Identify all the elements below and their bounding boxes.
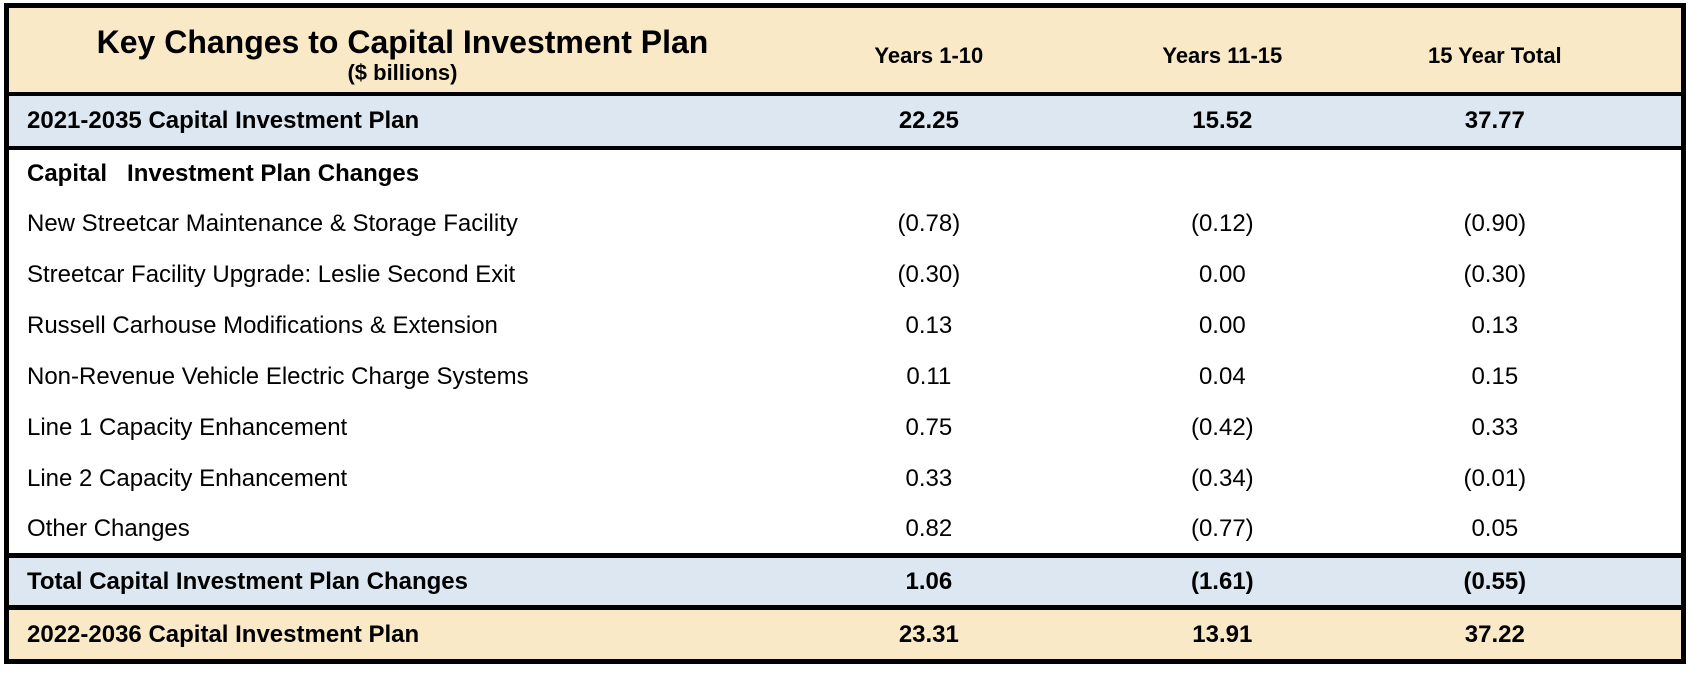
value-years-11-15 xyxy=(1080,148,1365,199)
table-subtitle: ($ billions) xyxy=(347,60,458,86)
row-label: 2022-2036 Capital Investment Plan xyxy=(27,620,420,648)
table-header-row: Key Changes to Capital Investment Plan (… xyxy=(6,5,1684,94)
value-years-11-15: (0.12) xyxy=(1190,210,1254,237)
row-line-2-capacity: Line 2 Capacity Enhancement 0.33 (0.34) … xyxy=(6,453,1684,505)
value-15-year-total: 37.22 xyxy=(1464,620,1525,648)
row-new-streetcar-facility: New Streetcar Maintenance & Storage Faci… xyxy=(6,198,1684,250)
value-years-1-10 xyxy=(778,148,1080,199)
filler-cell xyxy=(1625,608,1684,662)
value-15-year-total: (0.90) xyxy=(1463,210,1527,237)
row-label: Non-Revenue Vehicle Electric Charge Syst… xyxy=(27,363,529,390)
value-years-11-15: 0.00 xyxy=(1198,261,1246,288)
filler-cell xyxy=(1625,301,1684,352)
row-label: Capital Investment Plan Changes xyxy=(27,160,420,187)
value-15-year-total: 0.05 xyxy=(1471,514,1519,542)
column-header-years-1-10: Years 1-10 xyxy=(874,43,984,69)
row-label: Russell Carhouse Modifications & Extensi… xyxy=(27,312,498,339)
value-15-year-total: 0.33 xyxy=(1471,414,1519,441)
filler-cell xyxy=(1625,94,1684,148)
value-15-year-total: (0.30) xyxy=(1463,261,1527,288)
value-years-1-10: 23.31 xyxy=(898,620,959,648)
value-years-1-10: 0.33 xyxy=(905,465,953,492)
capital-investment-plan-table: Key Changes to Capital Investment Plan (… xyxy=(4,3,1686,664)
row-2021-2035-plan: 2021-2035 Capital Investment Plan 22.25 … xyxy=(6,93,1684,148)
value-years-1-10: 22.25 xyxy=(898,106,959,134)
column-header-years-11-15: Years 11-15 xyxy=(1162,43,1283,69)
value-years-11-15: 15.52 xyxy=(1192,106,1253,134)
filler-cell xyxy=(1625,352,1684,403)
filler-cell xyxy=(1625,556,1684,608)
column-header-15-year-total: 15 Year Total xyxy=(1427,43,1562,69)
value-15-year-total: 37.77 xyxy=(1464,106,1525,134)
header-filler-cell xyxy=(1625,6,1684,94)
value-15-year-total: 0.13 xyxy=(1471,312,1519,339)
value-years-1-10: 0.11 xyxy=(906,363,952,390)
value-years-11-15: (0.42) xyxy=(1190,414,1254,441)
value-years-11-15: (0.34) xyxy=(1190,465,1254,492)
filler-cell xyxy=(1625,505,1684,556)
value-years-1-10: 0.13 xyxy=(905,312,953,339)
value-years-11-15: 13.91 xyxy=(1192,620,1253,648)
value-years-11-15: (1.61) xyxy=(1190,567,1254,595)
value-15-year-total: (0.55) xyxy=(1463,567,1527,595)
value-15-year-total: (0.01) xyxy=(1463,465,1527,492)
filler-cell xyxy=(1625,454,1684,505)
filler-cell xyxy=(1625,148,1684,199)
value-years-1-10: 1.06 xyxy=(905,567,953,595)
row-label: Other Changes xyxy=(27,514,190,542)
value-years-1-10: 0.82 xyxy=(905,514,953,542)
row-label: Streetcar Facility Upgrade: Leslie Secon… xyxy=(27,261,516,288)
filler-cell xyxy=(1625,403,1684,454)
row-section-header-changes: Capital Investment Plan Changes xyxy=(6,147,1684,199)
filler-cell xyxy=(1625,250,1684,301)
row-label: 2021-2035 Capital Investment Plan xyxy=(27,106,420,134)
value-years-1-10: (0.78) xyxy=(897,210,961,237)
row-label: Line 2 Capacity Enhancement xyxy=(27,465,348,492)
table-title: Key Changes to Capital Investment Plan xyxy=(96,24,709,61)
row-streetcar-facility-upgrade: Streetcar Facility Upgrade: Leslie Secon… xyxy=(6,249,1684,301)
value-years-1-10: 0.75 xyxy=(905,414,953,441)
value-years-1-10: (0.30) xyxy=(897,261,961,288)
filler-cell xyxy=(1625,199,1684,250)
row-russell-carhouse: Russell Carhouse Modifications & Extensi… xyxy=(6,300,1684,352)
value-15-year-total xyxy=(1365,148,1625,199)
row-line-1-capacity: Line 1 Capacity Enhancement 0.75 (0.42) … xyxy=(6,402,1684,454)
row-other-changes: Other Changes 0.82 (0.77) 0.05 xyxy=(6,504,1684,556)
value-15-year-total: 0.15 xyxy=(1471,363,1519,390)
row-total-changes: Total Capital Investment Plan Changes 1.… xyxy=(6,555,1684,608)
value-years-11-15: (0.77) xyxy=(1190,514,1254,542)
row-label: New Streetcar Maintenance & Storage Faci… xyxy=(27,210,518,237)
row-2022-2036-plan: 2022-2036 Capital Investment Plan 23.31 … xyxy=(6,607,1684,662)
title-cell: Key Changes to Capital Investment Plan (… xyxy=(7,6,778,94)
value-years-11-15: 0.04 xyxy=(1198,363,1246,390)
row-non-revenue-vehicle: Non-Revenue Vehicle Electric Charge Syst… xyxy=(6,351,1684,403)
row-label: Line 1 Capacity Enhancement xyxy=(27,414,348,441)
value-years-11-15: 0.00 xyxy=(1198,312,1246,339)
row-label: Total Capital Investment Plan Changes xyxy=(27,567,468,595)
